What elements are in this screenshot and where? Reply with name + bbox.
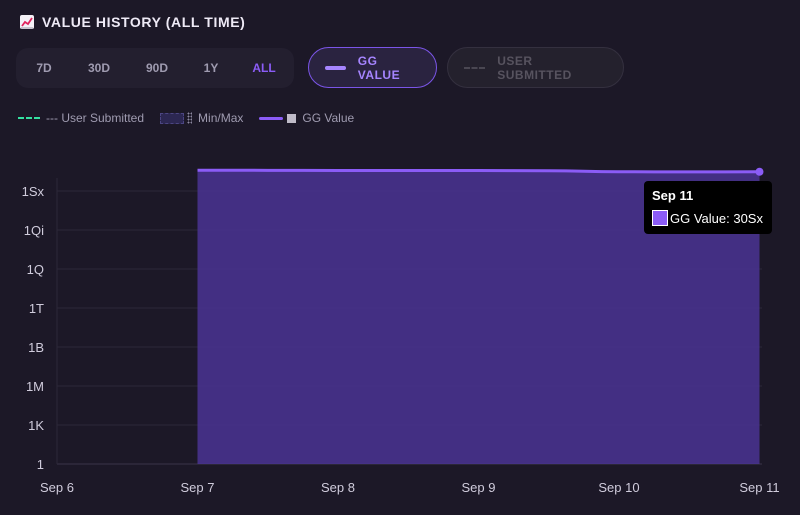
legend-minmax[interactable]: Min/Max <box>160 111 243 125</box>
dotted-pattern-icon <box>187 112 193 124</box>
chart-header: VALUE HISTORY (ALL TIME) <box>20 11 245 33</box>
range-1y-button[interactable]: 1Y <box>203 61 219 75</box>
time-range-selector: 7D 30D 90D 1Y ALL <box>16 48 294 88</box>
y-tick-label: 1Qi <box>24 223 44 238</box>
user-submitted-toggle[interactable]: USER SUBMITTED <box>447 47 624 88</box>
gg-value-area <box>197 170 760 464</box>
range-box-icon <box>160 112 185 124</box>
y-tick-label: 1T <box>29 301 44 316</box>
legend-gg-value-label: GG Value <box>302 111 355 125</box>
dashed-line-icon <box>18 117 40 119</box>
x-tick-label: Sep 8 <box>321 480 355 495</box>
y-tick-label: 1B <box>28 340 44 355</box>
solid-line-icon <box>259 116 284 120</box>
chart-tooltip: Sep 11 GG Value: 30Sx <box>644 181 772 234</box>
y-tick-label: 1K <box>28 418 44 433</box>
tooltip-value: GG Value: 30Sx <box>670 210 763 226</box>
range-all-button[interactable]: ALL <box>252 61 276 75</box>
gg-value-toggle-label: GG VALUE <box>357 53 401 82</box>
chart-increasing-icon <box>20 15 34 29</box>
legend-user-submitted-label: --- User Submitted <box>46 111 145 125</box>
y-tick-label: 1 <box>37 457 44 472</box>
legend-gg-value[interactable]: GG Value <box>259 111 354 125</box>
chart-title: VALUE HISTORY (ALL TIME) <box>42 14 246 30</box>
gg-value-endpoint <box>755 167 764 176</box>
x-tick-label: Sep 10 <box>598 480 639 495</box>
y-tick-label: 1Sx <box>22 184 45 199</box>
solid-line-icon <box>325 65 346 70</box>
x-tick-label: Sep 11 <box>739 480 779 495</box>
user-submitted-toggle-label: USER SUBMITTED <box>497 53 572 82</box>
legend-user-submitted[interactable]: --- User Submitted <box>18 111 144 125</box>
x-tick-label: Sep 7 <box>181 480 215 495</box>
y-tick-label: 1M <box>26 379 44 394</box>
y-tick-label: 1Q <box>27 262 44 277</box>
x-tick-label: Sep 6 <box>40 480 74 495</box>
range-7d-button[interactable]: 7D <box>36 61 52 75</box>
range-30d-button[interactable]: 30D <box>87 61 110 75</box>
chart-legend: --- User Submitted Min/Max GG Value <box>18 110 370 126</box>
series-color-swatch <box>652 210 668 226</box>
square-icon <box>287 113 297 123</box>
legend-minmax-label: Min/Max <box>198 111 244 125</box>
gg-value-toggle[interactable]: GG VALUE <box>308 47 437 88</box>
dashed-line-icon <box>464 66 486 69</box>
gg-value-line <box>197 168 760 174</box>
range-90d-button[interactable]: 90D <box>145 61 168 75</box>
x-tick-label: Sep 9 <box>462 480 496 495</box>
tooltip-date: Sep 11 <box>652 188 694 203</box>
